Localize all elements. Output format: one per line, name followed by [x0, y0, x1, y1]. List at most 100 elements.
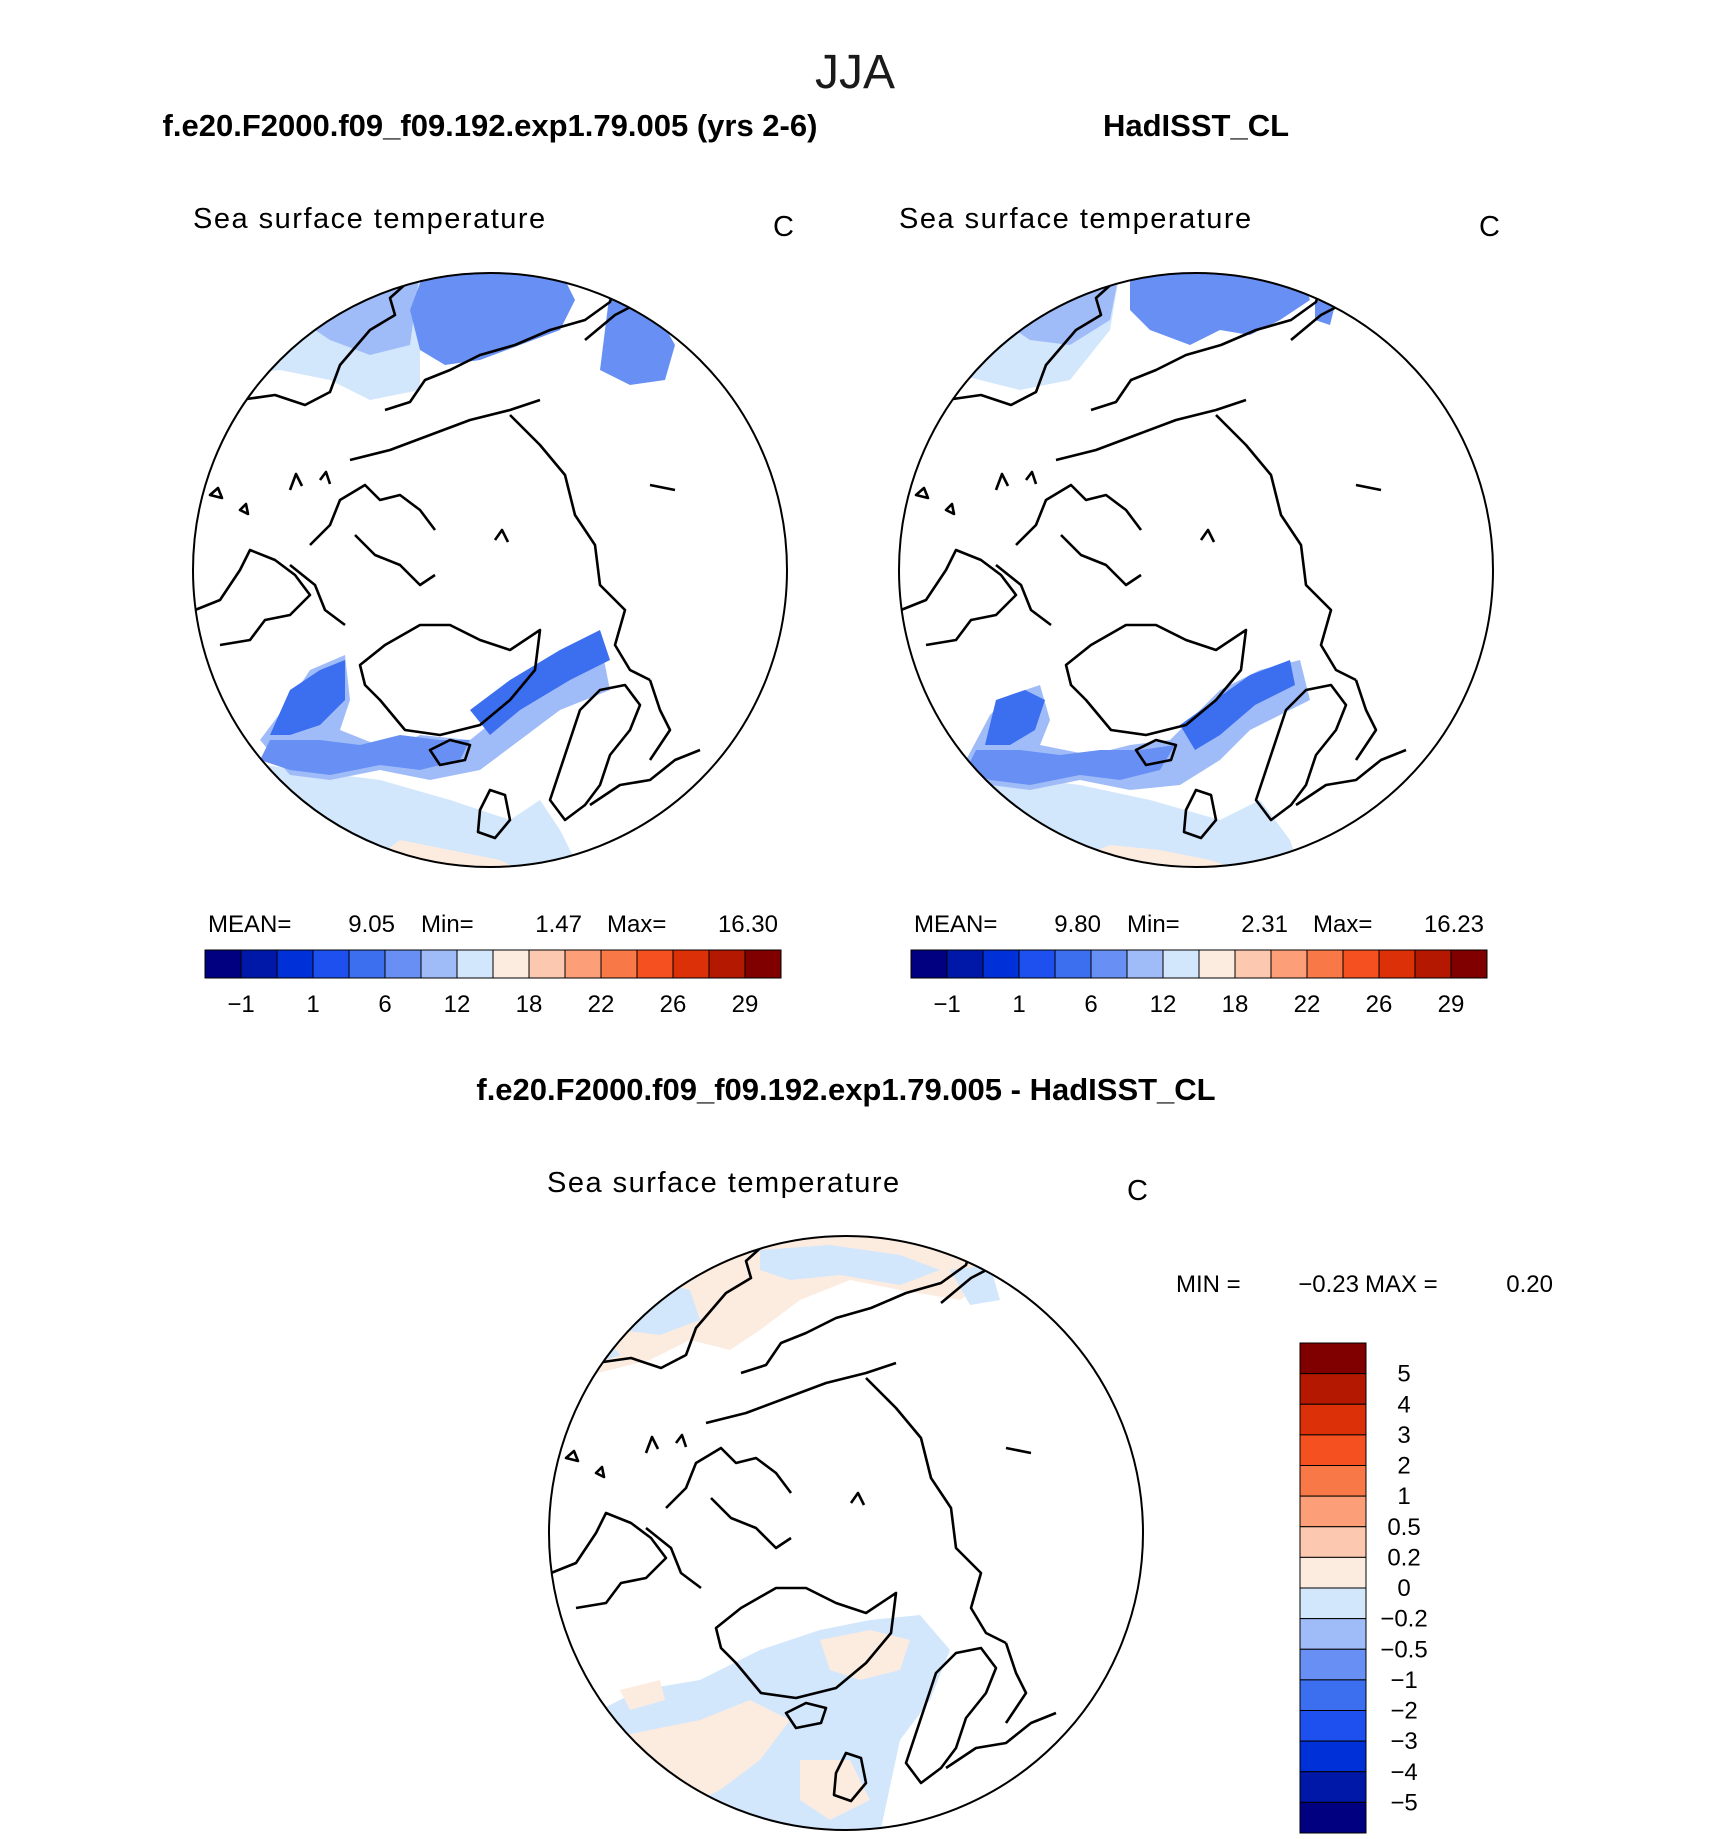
diff-colorbar-swatch — [1299, 1373, 1367, 1405]
obs-colorbar-swatch — [1090, 949, 1128, 979]
model-max-value: 16.30 — [718, 911, 778, 938]
diff-colorbar-swatch — [1299, 1403, 1367, 1436]
obs-min-value: 2.31 — [1241, 911, 1288, 938]
diff-colorbar-swatch — [1299, 1710, 1367, 1742]
diff-sst-atlantic-warm-4 — [620, 1680, 665, 1710]
model-colorbar-swatch — [348, 949, 386, 979]
model-mean-label: MEAN= — [208, 911, 291, 938]
model-units-label: C — [773, 211, 794, 243]
model-sst-okhotsk — [410, 273, 575, 365]
model-colorbar-swatch — [384, 949, 422, 979]
obs-colorbar-tick-label: 29 — [1438, 991, 1465, 1018]
obs-min-label: Min= — [1127, 911, 1180, 938]
diff-colorbar-tick-label: −5 — [1390, 1789, 1417, 1816]
diff-colorbar-tick-label: 0.2 — [1387, 1544, 1420, 1571]
diff-units-label: C — [1127, 1175, 1148, 1207]
obs-colorbar-tick-label: 18 — [1222, 991, 1249, 1018]
obs-colorbar-swatch — [1378, 949, 1416, 979]
obs-max-label: Max= — [1313, 911, 1372, 938]
diff-colorbar-swatch — [1299, 1434, 1367, 1466]
obs-colorbar-swatch — [1450, 949, 1488, 979]
diff-colorbar-tick-label: 1 — [1397, 1483, 1410, 1510]
model-mean-value: 9.05 — [348, 911, 395, 938]
obs-colorbar-swatch — [1270, 949, 1308, 979]
model-colorbar-swatch — [420, 949, 458, 979]
obs-colorbar-swatch — [1054, 949, 1092, 979]
obs-colorbar: −1 1 6 12 18 22 26 29 — [910, 949, 1488, 1018]
diff-colorbar-tick-label: 5 — [1397, 1361, 1410, 1388]
model-colorbar-swatch — [276, 949, 314, 979]
model-colorbar-swatch — [204, 949, 242, 979]
diff-polar-map — [548, 1235, 1144, 1831]
model-colorbar-tick-label: 22 — [588, 991, 615, 1018]
model-variable-label: Sea surface temperature — [193, 203, 547, 235]
obs-colorbar-tick-label: 1 — [1012, 991, 1025, 1018]
model-sst-bering — [600, 290, 675, 385]
diff-sst-atlantic-warm-2 — [820, 1630, 910, 1680]
diff-min-label: MIN = — [1176, 1271, 1241, 1298]
diff-colorbar-tick-label: 4 — [1397, 1391, 1410, 1418]
obs-mean-value: 9.80 — [1054, 911, 1101, 938]
diff-min-value: −0.23 — [1298, 1271, 1359, 1298]
model-colorbar-swatch — [564, 949, 602, 979]
diff-colorbar-tick-label: −3 — [1390, 1728, 1417, 1755]
model-min-label: Min= — [421, 911, 474, 938]
model-colorbar-swatch — [708, 949, 746, 979]
obs-sst-norwegian — [1180, 660, 1295, 750]
diff-max-value: 0.20 — [1506, 1271, 1553, 1298]
diff-colorbar-tick-label: 0 — [1397, 1575, 1410, 1602]
obs-sst-irminger — [966, 745, 1175, 785]
model-colorbar: −1 1 6 12 18 22 26 29 — [204, 949, 782, 1018]
obs-polar-map — [898, 272, 1494, 868]
diff-colorbar-tick-label: 2 — [1397, 1453, 1410, 1480]
obs-max-value: 16.23 — [1424, 911, 1484, 938]
diff-panel-header: f.e20.F2000.f09_f09.192.exp1.79.005 - Ha… — [476, 1072, 1215, 1107]
model-colorbar-swatch — [636, 949, 674, 979]
obs-colorbar-swatch — [1306, 949, 1344, 979]
model-stats: MEAN= 9.05 Min= 1.47 Max= 16.30 — [208, 911, 778, 938]
obs-variable-label: Sea surface temperature — [899, 203, 1253, 235]
model-sst-norwegian — [470, 630, 610, 735]
model-colorbar-tick-label: 18 — [516, 991, 543, 1018]
diff-colorbar-swatch — [1299, 1495, 1367, 1528]
diff-sst-pacific-cool-2 — [760, 1245, 940, 1285]
model-colorbar-swatch — [312, 949, 350, 979]
model-polar-map — [192, 272, 788, 868]
diff-colorbar-tick-label: −0.5 — [1380, 1636, 1427, 1663]
model-sst-irminger — [260, 735, 470, 775]
diff-stats: MIN = −0.23 MAX = 0.20 — [1176, 1271, 1553, 1298]
diff-colorbar-swatch — [1299, 1465, 1367, 1497]
model-colorbar-tick-label: 6 — [378, 991, 391, 1018]
diff-colorbar-swatch — [1299, 1771, 1367, 1803]
obs-colorbar-tick-label: 6 — [1084, 991, 1097, 1018]
diff-colorbar-tick-label: −1 — [1390, 1667, 1417, 1694]
obs-sst-labrador-deep — [985, 690, 1045, 745]
diff-colorbar-tick-label: 0.5 — [1387, 1514, 1420, 1541]
model-colorbar-swatch — [600, 949, 638, 979]
obs-stats: MEAN= 9.80 Min= 2.31 Max= 16.23 — [914, 911, 1484, 938]
model-colorbar-tick-label: 26 — [660, 991, 687, 1018]
obs-colorbar-tick-label: 26 — [1366, 991, 1393, 1018]
diff-colorbar-tick-label: −2 — [1390, 1698, 1417, 1725]
model-colorbar-swatch — [240, 949, 278, 979]
obs-colorbar-swatch — [910, 949, 948, 979]
model-colorbar-tick-label: 12 — [444, 991, 471, 1018]
diff-colorbar-tick-label: −4 — [1390, 1759, 1417, 1786]
obs-colorbar-swatch — [982, 949, 1020, 979]
model-max-label: Max= — [607, 911, 666, 938]
obs-panel-header: HadISST_CL — [1103, 108, 1289, 143]
diff-colorbar-swatch — [1299, 1740, 1367, 1773]
obs-colorbar-swatch — [1198, 949, 1236, 979]
model-colorbar-tick-label: 1 — [306, 991, 319, 1018]
obs-colorbar-tick-label: 12 — [1150, 991, 1177, 1018]
obs-colorbar-swatch — [946, 949, 984, 979]
obs-colorbar-swatch — [1018, 949, 1056, 979]
model-panel-header: f.e20.F2000.f09_f09.192.exp1.79.005 (yrs… — [163, 108, 818, 143]
obs-panel: HadISST_CL Sea surface temperature C MEA — [898, 108, 1500, 1018]
model-colorbar-swatch — [528, 949, 566, 979]
model-colorbar-swatch — [672, 949, 710, 979]
diff-max-label: MAX = — [1365, 1271, 1438, 1298]
model-sst-labrador-deep — [270, 660, 345, 735]
diff-colorbar: 5 4 3 2 1 0.5 0.2 0 −0.2 −0.5 −1 −2 −3 −4 −5 — [1299, 1342, 1428, 1834]
